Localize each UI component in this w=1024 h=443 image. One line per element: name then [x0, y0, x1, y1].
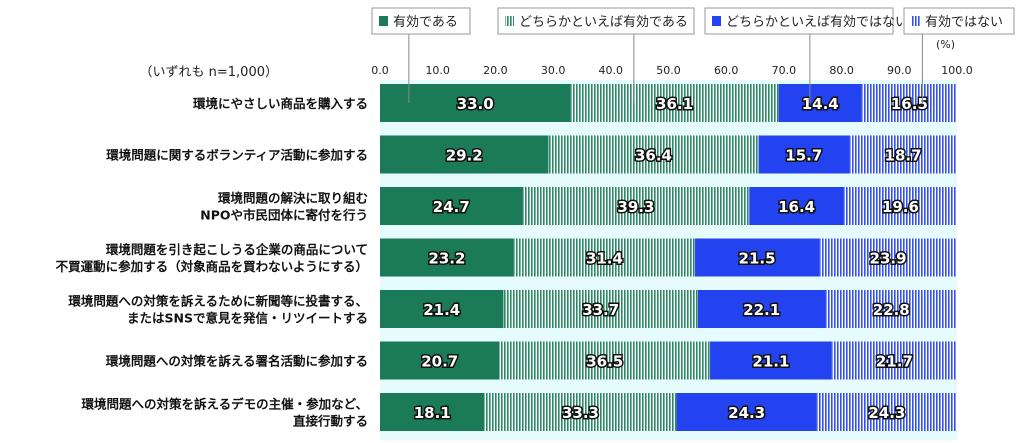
data-label: 24.3 [868, 404, 905, 422]
sample-note: （いずれも n=1,000） [140, 65, 278, 80]
x-tick-label: 0.0 [371, 64, 389, 77]
x-tick-label: 30.0 [541, 64, 566, 77]
data-label: 33.7 [582, 301, 619, 319]
data-label: 21.5 [739, 250, 776, 268]
category-label: 不買運動に参加する（対象商品を買わないようにする） [56, 259, 368, 274]
x-tick-label: 50.0 [656, 64, 681, 77]
x-tick-label: 70.0 [772, 64, 797, 77]
category-label: 環境問題を引き起こしうる企業の商品について [106, 242, 368, 257]
bar-segment [513, 238, 696, 277]
bar-segment [503, 290, 698, 328]
bar-segment [861, 84, 957, 122]
x-tick-label: 10.0 [425, 64, 450, 77]
data-label: 23.2 [428, 250, 465, 268]
legend-box [497, 7, 695, 35]
legend-box [903, 7, 1015, 35]
bar-segment [697, 290, 826, 328]
data-label: 39.3 [617, 198, 654, 216]
bar-segment [831, 341, 957, 380]
legend-box [704, 7, 894, 35]
bar-segment [843, 187, 957, 225]
data-label: 31.4 [586, 250, 623, 268]
category-label: 環境問題の解決に取り組む [218, 191, 368, 206]
legend-label: 有効ではない [925, 15, 1003, 30]
bar-segment [695, 238, 820, 277]
data-label: 18.1 [414, 404, 451, 422]
data-label: 29.2 [446, 147, 483, 165]
x-tick-label: 60.0 [714, 64, 739, 77]
bar-segment [380, 187, 523, 225]
bar-segment [570, 84, 779, 122]
x-tick-label: 40.0 [599, 64, 624, 77]
x-tick-label: 90.0 [887, 64, 912, 77]
data-label: 23.9 [870, 250, 907, 268]
data-label: 15.7 [785, 147, 822, 165]
data-label: 22.1 [743, 301, 780, 319]
data-label: 22.8 [873, 301, 910, 319]
data-label: 36.4 [635, 147, 672, 165]
data-label: 33.3 [562, 404, 599, 422]
data-label: 36.1 [656, 95, 693, 113]
category-label: 環境問題に関するボランティア活動に参加する [106, 148, 368, 163]
category-label: 環境問題への対策を訴える署名活動に参加する [106, 354, 368, 369]
bar-segment [522, 187, 750, 225]
category-label: 環境にやさしい商品を購入する [193, 96, 368, 111]
bar-segment [819, 238, 957, 277]
data-label: 16.4 [778, 198, 815, 216]
data-label: 16.5 [891, 95, 928, 113]
bar-segment [548, 135, 759, 174]
category-label: 環境問題への対策を訴えるために新聞等に投書する、 [68, 294, 368, 309]
data-label: 21.7 [876, 353, 913, 371]
bar-segment [778, 84, 862, 122]
x-tick-label: 20.0 [483, 64, 508, 77]
category-label: NPOや市民団体に寄付を行う [200, 208, 368, 223]
bar-segment [816, 393, 957, 431]
legend-swatch [712, 16, 721, 26]
bar-segment [380, 238, 514, 277]
data-label: 19.6 [882, 198, 919, 216]
data-label: 21.1 [752, 353, 789, 371]
bar-segment [380, 393, 485, 431]
legend-box [371, 7, 471, 35]
bar-segment [849, 135, 957, 174]
unit-label: (%) [936, 38, 955, 51]
data-label: 20.7 [421, 353, 458, 371]
category-label: 環境問題への対策を訴えるデモの主催・参加など、 [81, 397, 368, 412]
bar-segment [499, 341, 711, 380]
data-label: 21.4 [423, 301, 460, 319]
category-label: 直接行動する [293, 414, 368, 429]
bar-segment [825, 290, 957, 328]
bar-segment [380, 290, 504, 328]
bar-segment [710, 341, 832, 380]
bar-segment [676, 393, 817, 431]
bar-segment [758, 135, 850, 174]
data-label: 24.7 [433, 198, 470, 216]
bar-segment [749, 187, 844, 225]
legend-label: 有効である [393, 15, 458, 30]
legend-swatch [911, 16, 920, 26]
bar-segment [380, 84, 571, 122]
category-label: またはSNSで意見を発信・リツイートする [127, 311, 368, 326]
legend-label: どちらかといえば有効ではない [726, 15, 908, 30]
data-label: 24.3 [728, 404, 765, 422]
x-tick-label: 100.0 [941, 64, 973, 77]
data-label: 36.5 [586, 353, 623, 371]
legend-swatch [379, 16, 388, 26]
data-label: 14.4 [802, 95, 839, 113]
data-label: 33.0 [457, 95, 494, 113]
bar-segment [380, 341, 500, 380]
legend-label: どちらかといえば有効である [519, 15, 688, 30]
data-label: 18.7 [885, 147, 922, 165]
legend-swatch [505, 16, 514, 26]
bar-segment [484, 393, 677, 431]
bar-segment [380, 135, 549, 174]
x-tick-label: 80.0 [829, 64, 854, 77]
